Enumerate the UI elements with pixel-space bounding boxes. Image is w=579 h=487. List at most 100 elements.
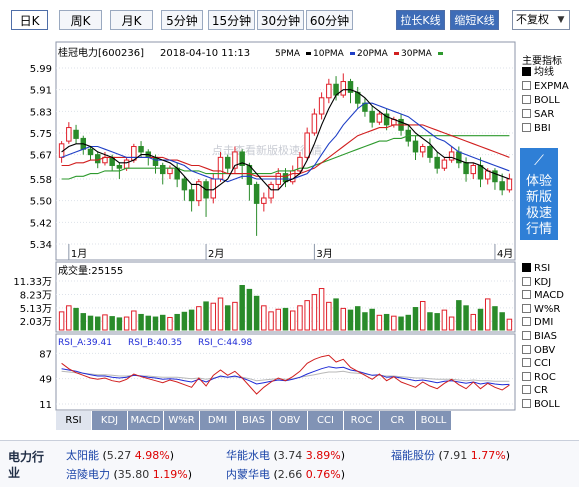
volume-bar <box>427 312 433 331</box>
indicator-tab[interactable]: DMI <box>200 411 236 430</box>
candle-body <box>239 151 245 166</box>
volume-bar <box>253 295 260 331</box>
volume-bar <box>354 306 361 331</box>
indicator-tab[interactable]: KDJ <box>92 411 128 430</box>
volume-bar <box>434 313 440 331</box>
candle-body <box>123 159 130 169</box>
volume-bar <box>376 314 383 331</box>
candle-body <box>232 151 238 169</box>
indicator-tab[interactable]: BIAS <box>236 411 272 430</box>
candle-body <box>326 83 332 99</box>
candle-body <box>138 146 144 153</box>
candle-body <box>434 156 440 169</box>
main-indicator-option[interactable]: 均线 <box>522 67 554 79</box>
volume-bar <box>492 306 498 331</box>
industry-stock-2[interactable]: 华能水电 (3.74 3.89%) <box>226 449 346 462</box>
volume-bar <box>289 310 296 331</box>
indicator-tab[interactable]: MACD <box>128 411 164 430</box>
indicator-tab[interactable]: OBV <box>272 411 308 430</box>
tab-60min[interactable]: 60分钟 <box>306 10 353 30</box>
main-indicator-option-label: BBI <box>534 123 551 134</box>
try-new-version-banner[interactable]: ⟋ 体验 新版 极速 行情 <box>520 148 558 240</box>
tab-15min[interactable]: 15分钟 <box>208 10 255 30</box>
volume-tick-label: 8.23万 <box>20 290 52 301</box>
indicator-tab[interactable]: RSI <box>56 411 92 430</box>
stock-change: 0.76% <box>305 468 341 481</box>
tab-30min[interactable]: 30分钟 <box>257 10 304 30</box>
industry-stock-3[interactable]: 福能股份 (7.91 1.77%) <box>391 449 511 462</box>
main-indicator-option[interactable]: BOLL <box>522 95 560 107</box>
sub-indicator-option[interactable]: BIAS <box>522 331 557 343</box>
volume-bar <box>94 316 101 331</box>
trend-chart-icon: ⟋ <box>534 153 544 169</box>
volume-bar <box>152 316 159 331</box>
adjust-select[interactable]: 不复权 ▼ <box>512 10 570 30</box>
stretch-kline-button[interactable]: 拉长K线 <box>396 10 445 30</box>
candle-body <box>419 146 426 153</box>
tab-5min[interactable]: 5分钟 <box>161 10 203 30</box>
tab-week-k[interactable]: 周K <box>59 10 102 30</box>
volume-bar <box>66 305 72 331</box>
candle-body <box>196 181 202 202</box>
candle-body <box>484 170 491 180</box>
industry-stock-1[interactable]: 太阳能 (5.27 4.98%) <box>66 449 175 462</box>
volume-bar <box>326 301 332 331</box>
sub-indicator-option[interactable]: CCI <box>522 358 551 370</box>
volume-bar <box>80 313 87 331</box>
main-indicator-option[interactable]: BBI <box>522 123 551 135</box>
volume-bar <box>188 309 195 331</box>
candle-body <box>73 129 79 139</box>
price-tick-label: 5.67 <box>30 151 52 162</box>
industry-stock-5[interactable]: 内蒙华电 (2.66 0.76%) <box>226 468 346 481</box>
indicator-tab[interactable]: CCI <box>308 411 344 430</box>
ma5-line <box>61 89 510 191</box>
checkbox-icon <box>522 399 531 408</box>
candle-body <box>376 113 383 123</box>
checkbox-icon <box>522 344 531 354</box>
sub-indicator-option[interactable]: KDJ <box>522 276 551 289</box>
shorten-kline-button[interactable]: 缩短K线 <box>450 10 499 30</box>
sub-indicator-option[interactable]: OBV <box>522 344 555 357</box>
industry-stock-4[interactable]: 涪陵电力 (35.80 1.19%) <box>66 468 193 481</box>
main-indicator-option-label: 均线 <box>534 67 554 78</box>
ma5-label: 5PMA <box>275 49 301 59</box>
rsi-lines <box>61 354 510 395</box>
main-indicator-option[interactable]: SAR <box>522 109 554 121</box>
sub-indicator-option[interactable]: ROC <box>522 371 556 384</box>
candle-body <box>477 164 484 180</box>
candle-body <box>427 146 433 158</box>
checkbox-icon <box>522 109 531 118</box>
sub-indicator-option[interactable]: BOLL <box>522 399 560 411</box>
sub-indicator-option-label: CCI <box>534 358 551 370</box>
checkbox-icon <box>522 123 531 132</box>
indicator-tab[interactable]: W%R <box>164 411 200 430</box>
tab-month-k[interactable]: 月K <box>110 10 153 30</box>
checkbox-icon <box>522 67 531 76</box>
volume-bar <box>131 310 137 331</box>
indicator-tab[interactable]: CR <box>380 411 416 430</box>
candle-body <box>340 81 347 96</box>
volume-bar <box>477 308 484 331</box>
indicator-tab[interactable]: BOLL <box>416 411 452 430</box>
sub-indicator-option[interactable]: CR <box>522 385 548 397</box>
volume-bar <box>275 308 282 331</box>
price-tick-label: 5.91 <box>30 86 52 97</box>
rsi-tick-label: 11 <box>39 400 52 411</box>
price-tick-label: 5.99 <box>30 64 52 75</box>
candle-body <box>159 164 166 175</box>
volume-bar <box>405 314 412 331</box>
main-indicator-option[interactable]: EXPMA <box>522 81 569 93</box>
sub-indicator-option[interactable]: W%R <box>522 303 561 316</box>
checkbox-icon <box>522 358 531 368</box>
tab-day-k[interactable]: 日K <box>11 10 48 30</box>
rsi-tick-label: 49 <box>39 375 52 386</box>
volume-bar <box>102 314 108 331</box>
sub-indicator-option-label: W%R <box>534 303 561 315</box>
sub-indicator-option[interactable]: MACD <box>522 290 564 302</box>
sub-indicator-option[interactable]: DMI <box>522 317 553 329</box>
indicator-tab[interactable]: ROC <box>344 411 380 430</box>
sub-indicator-option[interactable]: RSI <box>522 263 550 275</box>
stock-change: 1.19% <box>152 468 188 481</box>
volume-bar <box>448 316 455 331</box>
